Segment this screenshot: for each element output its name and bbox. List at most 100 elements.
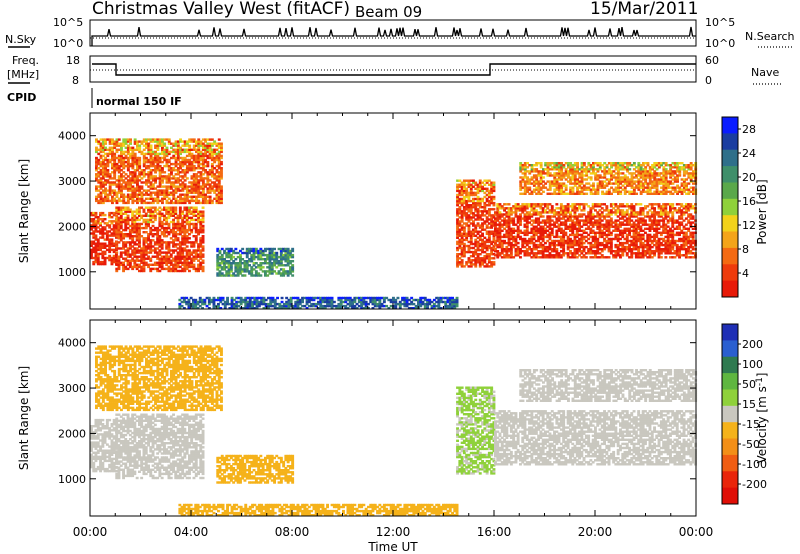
heatmap-cell: [135, 257, 139, 260]
heatmap-cell: [167, 185, 171, 188]
heatmap-cell: [487, 255, 491, 258]
heatmap-cell: [507, 211, 511, 214]
heatmap-cell: [188, 154, 192, 158]
heatmap-cell: [507, 233, 511, 237]
heatmap-cell: [465, 204, 469, 207]
heatmap-cell: [201, 245, 205, 248]
heatmap-cell: [149, 185, 153, 188]
heatmap-cell: [172, 206, 175, 209]
heatmap-cell: [149, 247, 153, 250]
heatmap-cell: [167, 222, 171, 226]
heatmap-cell: [476, 204, 480, 207]
heatmap-cell: [195, 144, 198, 147]
heatmap-cell: [122, 218, 125, 222]
heatmap-cell: [167, 224, 171, 228]
heatmap-cell: [117, 263, 121, 266]
heatmap-cell: [174, 239, 178, 242]
heatmap-cell: [523, 254, 527, 257]
heatmap-cell: [192, 199, 196, 203]
heatmap-cell: [167, 267, 171, 271]
heatmap-cell: [197, 154, 201, 158]
heatmap-cell: [111, 154, 114, 158]
heatmap-cell: [206, 179, 210, 182]
heatmap-cell: [158, 222, 162, 226]
heatmap-cell: [194, 210, 198, 213]
heatmap-cell: [185, 249, 189, 252]
heatmap-cell: [172, 233, 175, 236]
heatmap-cell: [122, 179, 126, 182]
heatmap-cell: [204, 160, 207, 164]
heatmap-cell: [126, 255, 130, 258]
heatmap-cell: [176, 201, 180, 205]
heatmap-cell: [169, 267, 173, 271]
heatmap-cell: [190, 218, 194, 222]
heatmap-cell: [498, 207, 502, 210]
heatmap-cell: [217, 175, 221, 178]
heatmap-cell: [472, 212, 475, 215]
heatmap-cell: [138, 222, 141, 226]
heatmap-cell: [498, 215, 502, 218]
heatmap-cell: [220, 167, 223, 170]
heatmap-cell: [133, 220, 137, 224]
heatmap-cell: [136, 177, 139, 180]
heatmap-cell: [248, 264, 251, 267]
heatmap-cell: [115, 251, 119, 254]
heatmap-cell: [483, 261, 487, 264]
heatmap-cell: [156, 162, 160, 166]
heatmap-cell: [165, 218, 169, 222]
heatmap-cell: [478, 201, 482, 205]
heatmap-cell: [185, 208, 189, 211]
heatmap-cell: [245, 270, 249, 273]
heatmap-cell: [481, 199, 484, 203]
heatmap-cell: [151, 228, 155, 232]
heatmap-cell: [96, 242, 100, 245]
heatmap-cell: [160, 263, 164, 266]
heatmap-cell: [192, 181, 196, 184]
heatmap-cell: [472, 242, 475, 246]
heatmap-cell: [512, 223, 516, 226]
heatmap-cell: [151, 179, 155, 182]
heatmap-cell: [97, 162, 101, 166]
heatmap-cell: [500, 245, 504, 249]
heatmap-cell: [287, 300, 291, 304]
heatmap-cell: [199, 171, 203, 174]
heatmap-cell: [398, 307, 402, 310]
heatmap-cell: [156, 191, 160, 194]
heatmap-cell: [460, 238, 464, 242]
heatmap-cell: [129, 146, 132, 149]
heatmap-cell: [310, 304, 314, 308]
heatmap-cell: [176, 171, 180, 174]
heatmap-cell: [472, 253, 475, 256]
heatmap-cell: [523, 239, 527, 243]
heatmap-cell: [126, 146, 130, 149]
heatmap-cell: [307, 298, 311, 302]
heatmap-cell: [483, 259, 487, 262]
heatmap-cell: [95, 187, 98, 190]
heatmap-cell: [351, 304, 354, 308]
heatmap-cell: [505, 241, 509, 245]
heatmap-cell: [156, 185, 160, 188]
heatmap-cell: [92, 256, 96, 260]
heatmap-cell: [176, 144, 180, 147]
heatmap-cell: [248, 272, 251, 275]
heatmap-cell: [108, 213, 112, 217]
heatmap-cell: [465, 234, 469, 237]
heatmap-cell: [492, 240, 496, 244]
heatmap-cell: [138, 144, 142, 147]
heatmap-cell: [195, 173, 198, 176]
heatmap-cell: [360, 300, 364, 304]
heatmap-cell: [286, 272, 290, 275]
heatmap-cell: [136, 181, 139, 184]
heatmap-cell: [133, 226, 137, 230]
heatmap-cell: [532, 256, 536, 259]
heatmap-cell: [101, 191, 105, 194]
heatmap-cell: [241, 251, 245, 255]
heatmap-cell: [117, 199, 121, 203]
heatmap-cell: [201, 144, 205, 147]
heatmap-cell: [104, 167, 107, 170]
heatmap-cell: [229, 274, 233, 277]
heatmap-cell: [469, 191, 473, 195]
heatmap-cell: [204, 144, 207, 147]
heatmap-cell: [232, 298, 236, 302]
heatmap-cell: [192, 214, 196, 217]
